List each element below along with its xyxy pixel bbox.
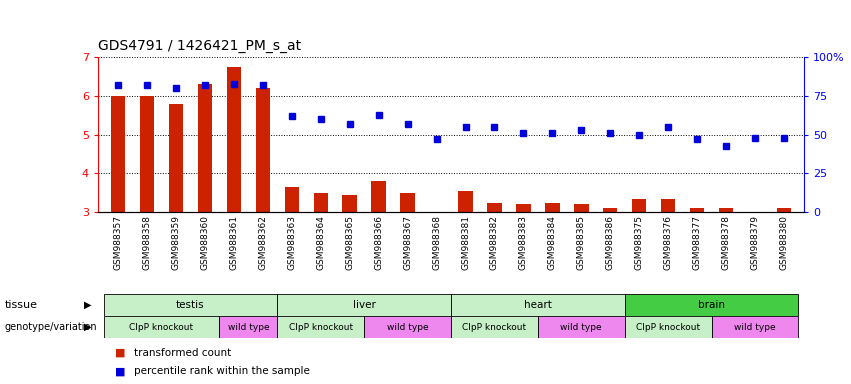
Bar (538, 316, 625, 338)
Bar (400, 193, 414, 212)
Bar (574, 205, 589, 212)
Bar (313, 193, 328, 212)
Bar (277, 316, 364, 338)
Bar (661, 199, 676, 212)
Text: ▶: ▶ (83, 322, 91, 332)
Text: GDS4791 / 1426421_PM_s_at: GDS4791 / 1426421_PM_s_at (98, 40, 301, 53)
Bar (625, 316, 711, 338)
Bar (625, 294, 798, 316)
Text: testis: testis (176, 300, 205, 310)
Text: heart: heart (524, 300, 551, 310)
Bar (364, 316, 451, 338)
Bar (459, 191, 473, 212)
Bar (371, 181, 386, 212)
Text: brain: brain (698, 300, 725, 310)
Text: ClpP knockout: ClpP knockout (636, 323, 700, 332)
Bar (255, 88, 270, 212)
Bar (545, 202, 560, 212)
Text: wild type: wild type (227, 323, 269, 332)
Bar (284, 187, 299, 212)
Bar (517, 205, 531, 212)
Bar (197, 84, 212, 212)
Bar (168, 104, 183, 212)
Bar (719, 209, 734, 212)
Text: genotype/variation: genotype/variation (4, 322, 97, 332)
Bar (603, 209, 618, 212)
Text: liver: liver (353, 300, 375, 310)
Bar (632, 199, 647, 212)
Text: ClpP knockout: ClpP knockout (462, 323, 527, 332)
Bar (777, 209, 791, 212)
Bar (342, 195, 357, 212)
Text: wild type: wild type (387, 323, 428, 332)
Text: tissue: tissue (4, 300, 37, 310)
Text: ■: ■ (115, 348, 125, 358)
Bar (711, 316, 798, 338)
Text: ■: ■ (115, 366, 125, 376)
Bar (226, 67, 241, 212)
Bar (277, 294, 451, 316)
Bar (111, 96, 125, 212)
Text: ClpP knockout: ClpP knockout (288, 323, 353, 332)
Bar (140, 96, 154, 212)
Text: ▶: ▶ (83, 300, 91, 310)
Text: percentile rank within the sample: percentile rank within the sample (134, 366, 310, 376)
Text: transformed count: transformed count (134, 348, 231, 358)
Bar (690, 209, 705, 212)
Bar (488, 202, 502, 212)
Text: wild type: wild type (734, 323, 776, 332)
Bar (104, 316, 220, 338)
Bar (104, 294, 277, 316)
Bar (220, 316, 277, 338)
Text: wild type: wild type (561, 323, 603, 332)
Bar (451, 316, 538, 338)
Text: ClpP knockout: ClpP knockout (129, 323, 194, 332)
Bar (451, 294, 625, 316)
